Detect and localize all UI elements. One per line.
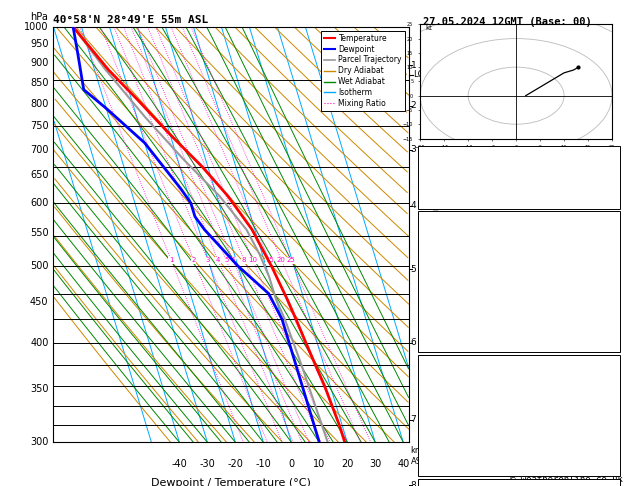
Text: Dewpoint / Temperature (°C): Dewpoint / Temperature (°C) xyxy=(151,478,311,486)
Text: θₑ(K): θₑ(K) xyxy=(421,275,451,284)
Text: Most Unstable: Most Unstable xyxy=(481,360,557,369)
Text: Lifted Index: Lifted Index xyxy=(421,418,492,428)
Text: Pressure (mb): Pressure (mb) xyxy=(421,379,498,389)
Text: 13: 13 xyxy=(604,437,616,447)
Text: 1010: 1010 xyxy=(593,379,616,389)
Text: 500: 500 xyxy=(30,261,48,271)
Text: CAPE (J): CAPE (J) xyxy=(421,437,469,447)
Text: © weatheronline.co.uk: © weatheronline.co.uk xyxy=(510,474,623,484)
Text: -10: -10 xyxy=(255,459,271,469)
Text: θₑ (K): θₑ (K) xyxy=(421,399,457,408)
Text: 850: 850 xyxy=(30,78,48,88)
Text: 30: 30 xyxy=(369,459,381,469)
Text: hPa: hPa xyxy=(31,12,48,22)
Text: 20: 20 xyxy=(277,257,286,263)
Text: 10: 10 xyxy=(604,255,616,265)
Text: 20: 20 xyxy=(341,459,353,469)
Text: Dewp (°C): Dewp (°C) xyxy=(421,255,474,265)
Text: 0: 0 xyxy=(611,333,616,343)
Text: 650: 650 xyxy=(30,171,48,180)
Text: 313: 313 xyxy=(599,275,616,284)
Text: -6: -6 xyxy=(604,151,616,160)
Text: 5: 5 xyxy=(411,265,416,274)
Text: 2: 2 xyxy=(191,257,196,263)
Text: 3: 3 xyxy=(411,145,416,155)
Text: K: K xyxy=(421,151,427,160)
Text: CIN (J): CIN (J) xyxy=(421,333,462,343)
Text: 750: 750 xyxy=(30,121,48,131)
Text: 0: 0 xyxy=(611,457,616,467)
Legend: Temperature, Dewpoint, Parcel Trajectory, Dry Adiabat, Wet Adiabat, Isotherm, Mi: Temperature, Dewpoint, Parcel Trajectory… xyxy=(321,31,405,111)
Text: Hodograph: Hodograph xyxy=(493,484,545,486)
Text: 25: 25 xyxy=(287,257,296,263)
Text: 350: 350 xyxy=(30,384,48,394)
Text: -40: -40 xyxy=(172,459,187,469)
Text: 313: 313 xyxy=(599,399,616,408)
Text: 1.39: 1.39 xyxy=(593,190,616,199)
Text: 7: 7 xyxy=(411,416,416,424)
Text: 1: 1 xyxy=(169,257,174,263)
Text: 8: 8 xyxy=(242,257,247,263)
Text: 600: 600 xyxy=(30,198,48,208)
Text: 4: 4 xyxy=(411,201,416,210)
Text: 43: 43 xyxy=(604,170,616,180)
Text: 6: 6 xyxy=(231,257,235,263)
Text: LCL: LCL xyxy=(413,70,428,79)
Text: Lifted Index: Lifted Index xyxy=(421,294,492,304)
Text: CIN (J): CIN (J) xyxy=(421,457,462,467)
Text: 4: 4 xyxy=(611,294,616,304)
Text: 1000: 1000 xyxy=(24,22,48,32)
Text: 800: 800 xyxy=(30,99,48,109)
Text: 4: 4 xyxy=(611,418,616,428)
Text: -20: -20 xyxy=(228,459,243,469)
Text: 40: 40 xyxy=(397,459,409,469)
Text: 950: 950 xyxy=(30,39,48,50)
Text: -30: -30 xyxy=(199,459,215,469)
Text: kt: kt xyxy=(425,25,432,31)
Text: 1: 1 xyxy=(411,61,416,69)
Text: 3: 3 xyxy=(206,257,210,263)
Text: 300: 300 xyxy=(30,437,48,447)
Text: Surface: Surface xyxy=(498,216,540,226)
Text: PW (cm): PW (cm) xyxy=(421,190,462,199)
Text: Totals Totals: Totals Totals xyxy=(421,170,498,180)
Text: 27.05.2024 12GMT (Base: 00): 27.05.2024 12GMT (Base: 00) xyxy=(423,17,591,27)
Text: Mixing Ratio (g/kg): Mixing Ratio (g/kg) xyxy=(432,191,441,278)
Text: 900: 900 xyxy=(30,58,48,68)
Text: 40°58'N 28°49'E 55m ASL: 40°58'N 28°49'E 55m ASL xyxy=(53,15,209,25)
Text: CAPE (J): CAPE (J) xyxy=(421,313,469,323)
Text: 700: 700 xyxy=(30,145,48,155)
Text: 15: 15 xyxy=(265,257,274,263)
Text: 0: 0 xyxy=(288,459,294,469)
Text: 550: 550 xyxy=(30,228,48,238)
Text: 19.1: 19.1 xyxy=(593,236,616,245)
Text: 6: 6 xyxy=(411,338,416,347)
Text: 10: 10 xyxy=(313,459,325,469)
Text: 400: 400 xyxy=(30,338,48,348)
Text: 5: 5 xyxy=(224,257,228,263)
Text: 4: 4 xyxy=(216,257,220,263)
Text: 10: 10 xyxy=(248,257,257,263)
Text: km
ASL: km ASL xyxy=(411,447,426,466)
Text: 450: 450 xyxy=(30,297,48,307)
Text: Temp (°C): Temp (°C) xyxy=(421,236,474,245)
Text: 8: 8 xyxy=(411,481,416,486)
Text: 13: 13 xyxy=(604,313,616,323)
Text: 2: 2 xyxy=(411,102,416,110)
